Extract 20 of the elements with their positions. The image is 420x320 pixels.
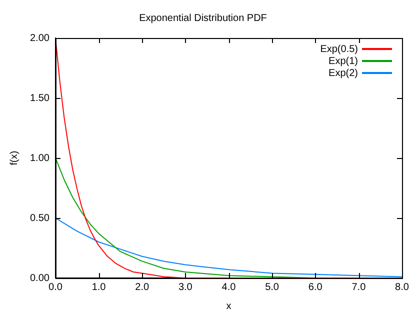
x-axis-title: x: [226, 300, 232, 312]
x-tick-label: 7.0: [352, 282, 366, 293]
legend-label: Exp(0.5): [320, 44, 358, 55]
chart-title: Exponential Distribution PDF: [139, 12, 267, 24]
y-tick-label: 1.00: [30, 152, 50, 164]
y-tick-label: 1.50: [30, 92, 50, 104]
x-tick-label: 1.0: [92, 282, 106, 293]
x-tick-label: 3.0: [178, 282, 193, 293]
x-tick-label: 8.0: [395, 282, 410, 293]
x-tick-label: 6.0: [308, 282, 323, 293]
legend-label: Exp(1): [328, 56, 358, 67]
x-tick-label: 0.0: [48, 282, 63, 293]
x-tick-label: 4.0: [222, 282, 236, 293]
y-tick-label: 0.50: [30, 212, 50, 224]
y-axis-title: f(x): [8, 150, 20, 166]
x-tick-label: 5.0: [265, 282, 280, 293]
y-tick-label: 2.00: [30, 32, 50, 44]
legend-label: Exp(2): [328, 68, 358, 79]
x-tick-label: 2.0: [135, 282, 150, 293]
y-tick-label: 0.00: [30, 272, 50, 284]
